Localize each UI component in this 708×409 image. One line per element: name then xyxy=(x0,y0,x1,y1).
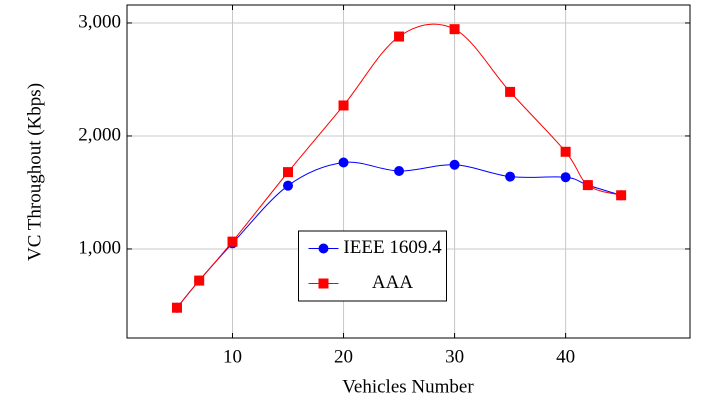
marker xyxy=(560,146,571,157)
marker xyxy=(338,157,349,168)
marker xyxy=(283,180,294,191)
x-axis-label: Vehicles Number xyxy=(342,376,474,397)
marker xyxy=(394,31,405,42)
legend: IEEE 1609.4 AAA xyxy=(298,230,447,302)
y-tick-label: 1,000 xyxy=(78,237,121,258)
marker xyxy=(283,167,294,178)
marker xyxy=(449,24,460,35)
marker xyxy=(194,275,205,286)
y-tick-label: 3,000 xyxy=(78,11,121,32)
marker xyxy=(616,190,627,201)
y-axis-label: VC Throughout (Kbps) xyxy=(24,83,45,261)
marker xyxy=(338,100,349,111)
y-tick-label: 2,000 xyxy=(78,124,121,145)
marker xyxy=(505,171,516,182)
marker xyxy=(560,172,571,183)
marker xyxy=(227,236,238,247)
x-tick-label: 40 xyxy=(556,346,575,367)
legend-box xyxy=(298,230,447,302)
marker xyxy=(318,278,329,289)
plot-frame xyxy=(126,4,691,339)
marker xyxy=(394,165,405,176)
legend-label: AAA xyxy=(372,272,413,293)
legend-label: IEEE 1609.4 xyxy=(343,237,442,258)
x-tick-label: 20 xyxy=(334,346,353,367)
marker xyxy=(505,86,516,97)
x-tick-label: 30 xyxy=(445,346,464,367)
marker xyxy=(582,180,593,191)
x-tick-label: 10 xyxy=(223,346,242,367)
marker xyxy=(318,243,329,254)
marker xyxy=(171,302,182,313)
marker xyxy=(449,159,460,170)
